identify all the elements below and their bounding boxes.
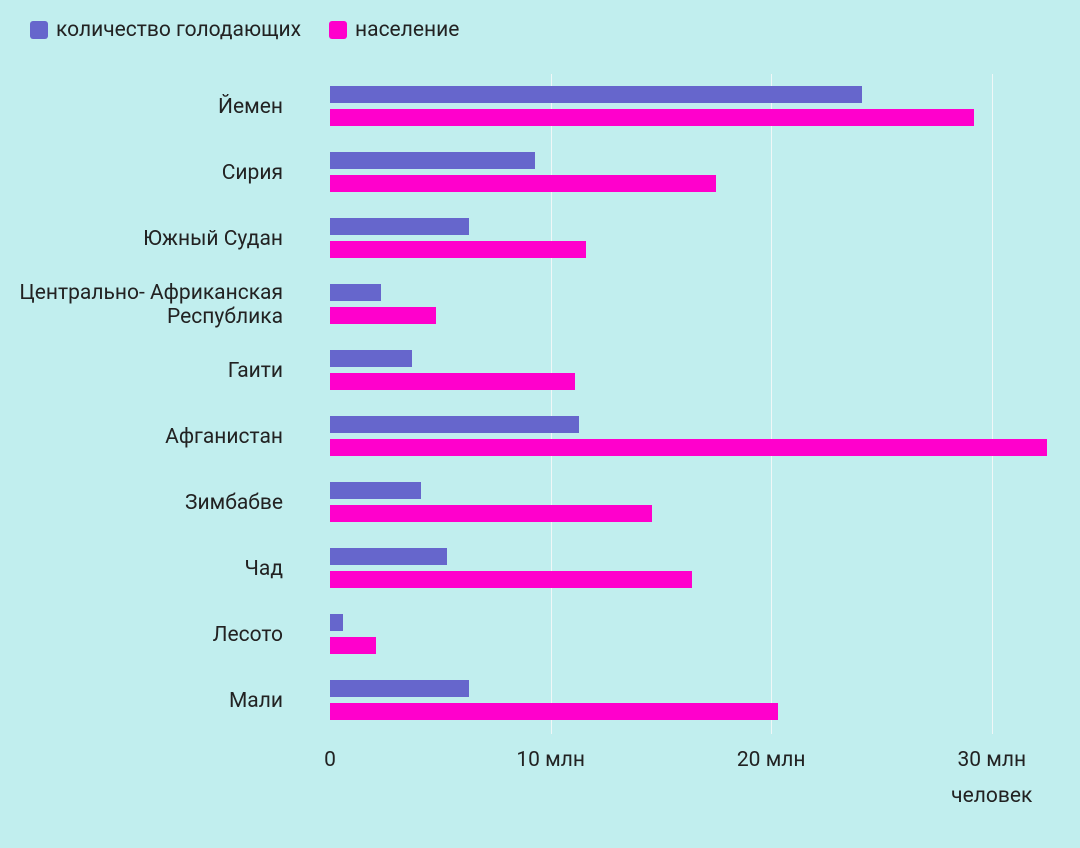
- bar-series-0: [330, 218, 469, 235]
- category-label: Йемен: [0, 95, 297, 119]
- bar-series-1: [330, 175, 716, 192]
- bars-cell: [297, 404, 1080, 470]
- bars-cell: [297, 668, 1080, 734]
- x-tick-label: 20 млн: [737, 748, 806, 772]
- bar-series-1: [330, 109, 974, 126]
- category-label: Мали: [0, 689, 297, 713]
- x-axis: 0 10 млн 20 млн 30 млн человек: [0, 734, 1080, 814]
- bars-cell: [297, 206, 1080, 272]
- bars-cell: [297, 74, 1080, 140]
- bar-series-1: [330, 571, 692, 588]
- bar-series-1: [330, 241, 586, 258]
- legend-swatch: [30, 21, 48, 39]
- category-row: Центрально- Африканская Республика: [0, 272, 1080, 338]
- category-label: Сирия: [0, 161, 297, 185]
- category-label: Афганистан: [0, 425, 297, 449]
- bars-cell: [297, 140, 1080, 206]
- bar-series-1: [330, 307, 436, 324]
- plot-area: Йемен Сирия Южный Судан Центрально- Африкан…: [0, 74, 1080, 814]
- category-row: Южный Судан: [0, 206, 1080, 272]
- category-row: Гаити: [0, 338, 1080, 404]
- category-row: Мали: [0, 668, 1080, 734]
- category-row: Зимбабве: [0, 470, 1080, 536]
- bars-cell: [297, 536, 1080, 602]
- bar-series-0: [330, 416, 579, 433]
- bar-series-1: [330, 637, 376, 654]
- category-row: Йемен: [0, 74, 1080, 140]
- bar-series-1: [330, 703, 778, 720]
- category-label: Зимбабве: [0, 491, 297, 515]
- legend-label: количество голодающих: [56, 18, 301, 42]
- bar-series-0: [330, 482, 420, 499]
- bars-cell: [297, 470, 1080, 536]
- x-tick-label: 0: [324, 748, 336, 772]
- bar-series-0: [330, 86, 862, 103]
- category-row: Сирия: [0, 140, 1080, 206]
- legend-label: население: [355, 18, 459, 42]
- bar-series-1: [330, 373, 575, 390]
- bar-series-0: [330, 350, 412, 367]
- bar-series-1: [330, 439, 1047, 456]
- category-label: Лесото: [0, 623, 297, 647]
- x-tick-label: 30 млн: [957, 748, 1026, 772]
- category-label: Центрально- Африканская Республика: [0, 281, 297, 329]
- category-row: Чад: [0, 536, 1080, 602]
- category-row: Афганистан: [0, 404, 1080, 470]
- bar-series-0: [330, 614, 343, 631]
- category-label: Южный Судан: [0, 227, 297, 251]
- category-label: Гаити: [0, 359, 297, 383]
- bar-series-0: [330, 152, 535, 169]
- bars-cell: [297, 602, 1080, 668]
- bars-cell: [297, 338, 1080, 404]
- bar-series-0: [330, 284, 381, 301]
- legend-item-0: количество голодающих: [30, 18, 301, 42]
- bars-cell: [297, 272, 1080, 338]
- hunger-chart: количество голодающих население Йемен Сири…: [0, 0, 1080, 848]
- x-tick-label: 10 млн: [516, 748, 585, 772]
- category-label: Чад: [0, 557, 297, 581]
- bar-series-1: [330, 505, 652, 522]
- x-axis-title: человек: [951, 784, 1032, 808]
- legend-swatch: [329, 21, 347, 39]
- legend-item-1: население: [329, 18, 459, 42]
- category-row: Лесото: [0, 602, 1080, 668]
- bar-series-0: [330, 548, 447, 565]
- bar-series-0: [330, 680, 469, 697]
- legend: количество голодающих население: [0, 10, 1080, 50]
